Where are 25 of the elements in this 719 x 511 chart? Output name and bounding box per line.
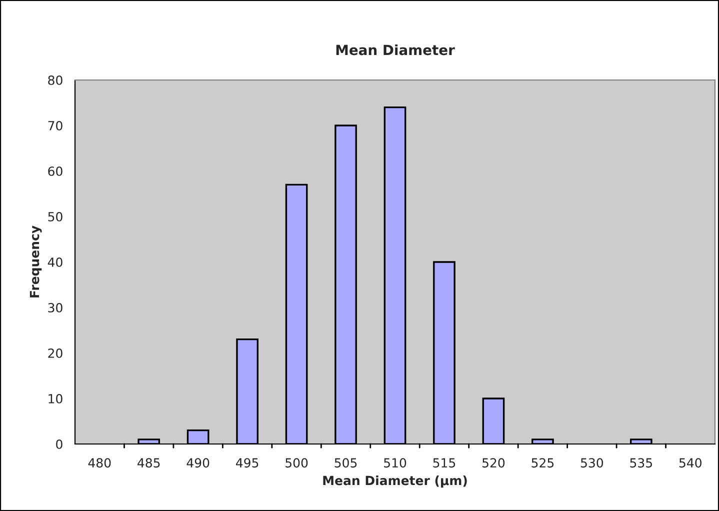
y-axis-title: Frequency xyxy=(30,226,42,298)
x-tick-label: 485 xyxy=(138,458,160,468)
x-tick-label: 515 xyxy=(433,458,456,468)
y-tick-label: 20 xyxy=(48,348,62,358)
x-tick-label: 525 xyxy=(532,458,554,468)
y-tick-label: 40 xyxy=(48,257,62,267)
x-axis-title: Mean Diameter (µm) xyxy=(323,476,467,488)
x-tick-label: 490 xyxy=(186,458,210,468)
y-tick-label: 50 xyxy=(48,212,62,222)
x-tick-label: 510 xyxy=(384,458,406,468)
y-tick-label: 70 xyxy=(48,120,62,130)
x-tick-label: 495 xyxy=(236,458,258,468)
x-tick-label: 500 xyxy=(286,458,308,468)
y-tick-label: 10 xyxy=(48,394,62,404)
x-tick-label: 480 xyxy=(88,458,111,468)
x-tick-label: 540 xyxy=(679,458,702,468)
x-tick-label: 520 xyxy=(482,458,505,468)
x-tick-label: 535 xyxy=(630,458,652,468)
chart-title: Mean Diameter xyxy=(336,44,455,56)
y-tick-label: 30 xyxy=(48,302,62,312)
y-tick-label: 80 xyxy=(48,75,62,85)
y-tick-label: 60 xyxy=(48,166,62,176)
y-tick-label: 0 xyxy=(56,439,62,449)
x-tick-label: 505 xyxy=(334,458,357,468)
x-tick-label: 530 xyxy=(580,458,604,468)
